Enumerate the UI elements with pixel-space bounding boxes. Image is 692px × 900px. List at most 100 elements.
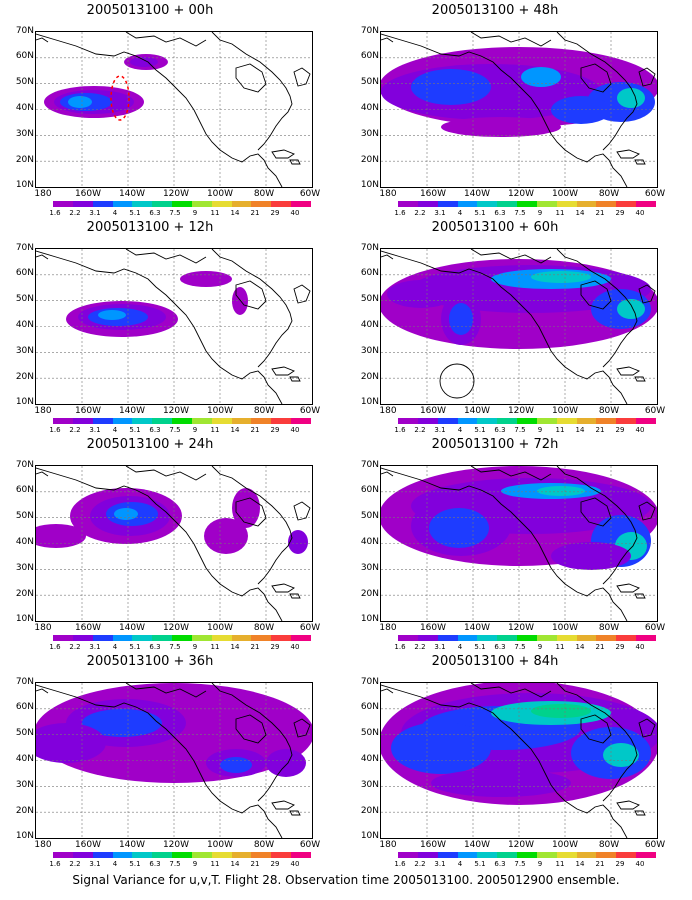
latitude-label: 20N — [15, 806, 34, 816]
colorbar-swatch — [191, 635, 212, 641]
colorbar-swatch — [477, 852, 498, 858]
longitude-label: 100W — [551, 189, 579, 199]
colorbar-label: 4 — [457, 209, 463, 217]
colorbar-label: 29 — [270, 860, 280, 868]
colorbar-label: 11 — [210, 426, 220, 434]
coastline — [470, 466, 552, 481]
longitude-label: 140W — [463, 623, 491, 633]
latitude-label: 30N — [15, 129, 34, 139]
colorbar-label: 1.6 — [394, 209, 406, 217]
longitude-label: 80W — [598, 840, 620, 850]
longitude-label: 160W — [74, 623, 102, 633]
colorbar-swatch — [92, 201, 113, 207]
colorbar-swatch — [53, 852, 73, 858]
longitude-label: 80W — [253, 189, 275, 199]
colorbar-swatch — [231, 852, 252, 858]
colorbar-label: 5.1 — [474, 426, 486, 434]
coastline — [289, 159, 301, 165]
colorbar-label: 9 — [537, 860, 543, 868]
colorbar-label: 7.5 — [514, 209, 526, 217]
colorbar-label: 40 — [635, 860, 645, 868]
longitude-label: 120W — [162, 406, 190, 416]
colorbar-label: 9 — [192, 209, 198, 217]
colorbar-label: 3.1 — [89, 209, 101, 217]
colorbar-swatch — [457, 852, 478, 858]
colorbar-label: 3.1 — [434, 426, 446, 434]
longitude-label: 180 — [379, 189, 397, 199]
colorbar-label: 21 — [250, 209, 260, 217]
colorbar-label: 5.1 — [129, 426, 141, 434]
flight-track-marker — [110, 75, 130, 121]
colorbar-label: 14 — [230, 643, 240, 651]
coastline — [293, 501, 311, 521]
coastline — [381, 467, 628, 621]
colorbar-label: 9 — [192, 643, 198, 651]
colorbar-swatch — [417, 418, 438, 424]
variance-contour — [449, 303, 473, 335]
colorbar-swatch — [398, 635, 418, 641]
colorbar-label: 3.1 — [89, 426, 101, 434]
coastline — [616, 800, 640, 810]
latitude-label: 10N — [360, 614, 379, 624]
colorbar-label: 5.1 — [129, 209, 141, 217]
colorbar-swatch — [497, 852, 518, 858]
coastline — [556, 466, 638, 585]
coastline — [211, 466, 293, 585]
colorbar-swatch — [251, 852, 272, 858]
colorbar-swatch — [172, 201, 192, 207]
coastline — [36, 254, 49, 260]
colorbar-swatch — [596, 635, 617, 641]
colorbar-label: 1.6 — [394, 426, 406, 434]
colorbar-swatch — [536, 201, 557, 207]
map-canvas — [381, 249, 657, 404]
map-canvas — [381, 683, 657, 838]
colorbar-label: 6.3 — [149, 426, 161, 434]
coastline — [638, 284, 656, 304]
longitude-label: 160W — [419, 623, 447, 633]
coastline — [381, 250, 628, 404]
latitude-label: 40N — [15, 754, 34, 764]
colorbar-swatch — [291, 635, 311, 641]
colorbar-label: 6.3 — [149, 643, 161, 651]
colorbar-swatch — [271, 201, 292, 207]
colorbar-swatch — [437, 635, 458, 641]
latitude-label: 40N — [360, 320, 379, 330]
longitude-label: 80W — [598, 189, 620, 199]
colorbar-label: 2.2 — [414, 860, 426, 868]
colorbar-swatch — [92, 418, 113, 424]
coastline — [36, 33, 283, 187]
coastline — [125, 249, 207, 264]
colorbar-swatch — [251, 635, 272, 641]
colorbar — [53, 201, 311, 207]
latitude-label: 70N — [360, 26, 379, 36]
variance-contour — [531, 271, 591, 283]
longitude-label: 60W — [644, 623, 666, 633]
colorbar-swatch — [211, 418, 232, 424]
variance-contour — [36, 723, 106, 763]
latitude-label: 40N — [15, 103, 34, 113]
latitude-label: 60N — [360, 51, 379, 61]
map-plot-area — [380, 682, 658, 839]
latitude-label: 70N — [15, 677, 34, 687]
colorbar-label: 14 — [230, 426, 240, 434]
latitude-label: 30N — [360, 563, 379, 573]
colorbar-label: 6.3 — [494, 860, 506, 868]
longitude-label: 60W — [299, 189, 321, 199]
coastline — [470, 249, 552, 264]
colorbar-swatch — [497, 201, 518, 207]
colorbar-label: 7.5 — [169, 426, 181, 434]
colorbar — [53, 852, 311, 858]
latitude-label: 60N — [15, 702, 34, 712]
variance-contour — [603, 743, 639, 767]
latitude-label: 10N — [15, 180, 34, 190]
colorbar-label: 1.6 — [49, 426, 61, 434]
colorbar-label: 40 — [635, 426, 645, 434]
latitude-label: 50N — [15, 728, 34, 738]
colorbar-swatch — [417, 635, 438, 641]
colorbar-label: 11 — [555, 426, 565, 434]
colorbar-swatch — [437, 201, 458, 207]
colorbar-swatch — [457, 635, 478, 641]
coastline — [293, 284, 311, 304]
colorbar-swatch — [477, 418, 498, 424]
latitude-label: 40N — [360, 754, 379, 764]
